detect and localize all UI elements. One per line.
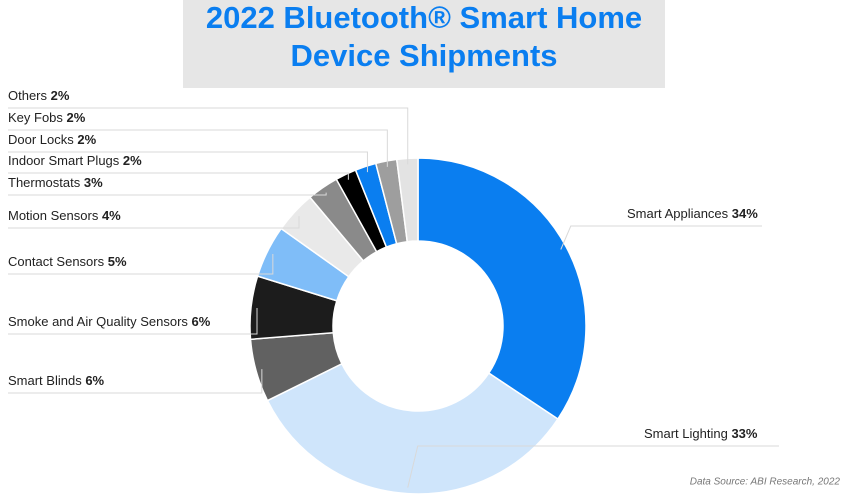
value-label: 2% [67,110,86,125]
value-label: 2% [77,132,96,147]
leader-line [8,216,300,229]
category-label: Smart Lighting [644,426,728,441]
leader-line [8,308,258,335]
leader-line [8,107,409,165]
leader-line [560,225,762,250]
category-label: Smart Appliances [627,206,729,221]
leader-line [8,172,349,180]
source: Data Source: ABI Research, 2022 [690,477,841,488]
data-label: Motion Sensors 4% [8,208,121,223]
value-label: 4% [102,208,121,223]
category-label: Smoke and Air Quality Sensors [8,314,188,329]
value-label: 34% [732,206,758,221]
data-label: Smart Lighting 33% [644,426,758,441]
category-label: Contact Sensors [8,254,105,269]
category-label: Smart Blinds [8,373,82,388]
leader-line [407,445,779,488]
category-label: Key Fobs [8,110,63,125]
data-label: Smoke and Air Quality Sensors 6% [8,314,211,329]
value-label: 33% [731,426,757,441]
chart-title: Device Shipments [290,38,557,73]
chart-title: 2022 Bluetooth® Smart Home [206,0,642,35]
value-label: 6% [192,314,211,329]
value-label: 3% [84,175,103,190]
data-label: Key Fobs 2% [8,110,86,125]
category-label: Indoor Smart Plugs [8,153,120,168]
category-label: Thermostats [8,175,81,190]
leader-line [8,151,368,173]
data-label: Indoor Smart Plugs 2% [8,153,142,168]
data-label: Contact Sensors 5% [8,254,127,269]
leader-line [8,254,274,275]
donut-hole [333,241,503,411]
leader-line [8,129,388,167]
leader-line [8,369,263,394]
value-label: 6% [85,373,104,388]
value-label: 2% [51,88,70,103]
value-label: 2% [123,153,142,168]
data-label: Smart Blinds 6% [8,373,105,388]
data-label: Others 2% [8,88,70,103]
data-label: Smart Appliances 34% [627,206,758,221]
category-label: Door Locks [8,132,74,147]
data-label: Thermostats 3% [8,175,103,190]
title-box [183,0,665,88]
data-label: Door Locks 2% [8,132,97,147]
value-label: 5% [108,254,127,269]
category-label: Others [8,88,48,103]
leader-line [8,192,327,196]
category-label: Motion Sensors [8,208,99,223]
